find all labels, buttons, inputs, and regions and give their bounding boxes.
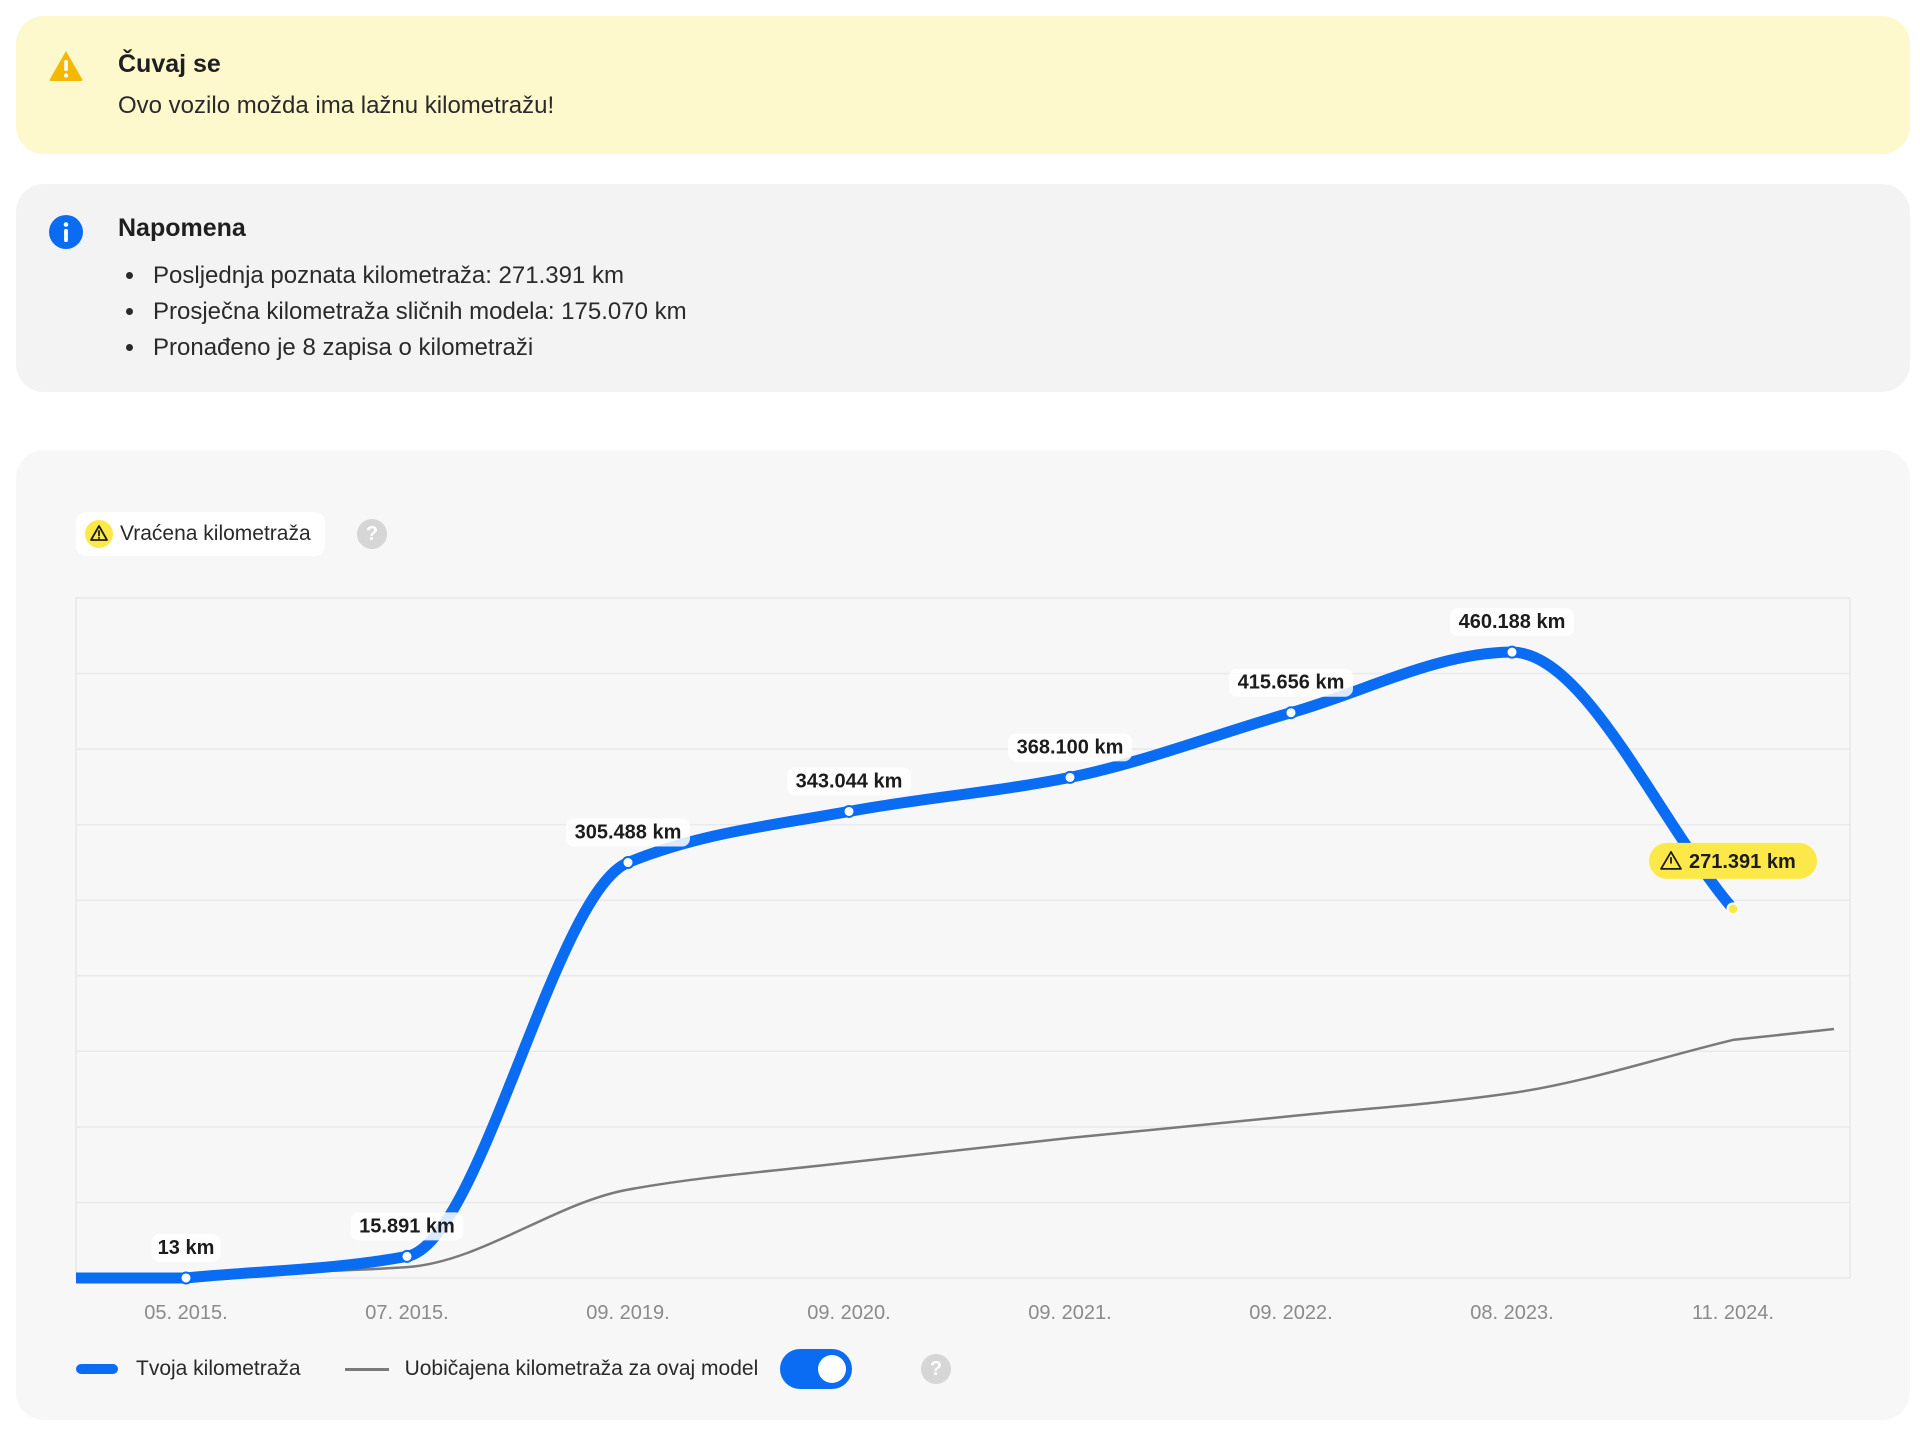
- x-tick-label: 07. 2015.: [365, 1302, 448, 1324]
- data-point[interactable]: [1063, 770, 1077, 784]
- data-label: 343.044 km: [796, 770, 903, 792]
- mileage-chart: 05. 2015. 07. 2015. 09. 2019. 09. 2020. 09. …: [75, 597, 1851, 1324]
- data-label: 368.100 km: [1017, 736, 1124, 758]
- mileage-chart-card: Vraćena kilometraža ? 05. 2015. 07. 2015.…: [16, 450, 1910, 1420]
- data-label: 13 km: [158, 1237, 215, 1259]
- x-tick-label: 09. 2020.: [807, 1302, 890, 1324]
- typical-mileage-toggle[interactable]: [780, 1349, 853, 1389]
- data-label-background: [1450, 608, 1574, 637]
- legend-swatch-mine: [76, 1364, 118, 1374]
- help-icon[interactable]: ?: [357, 519, 387, 549]
- data-point[interactable]: [1505, 645, 1519, 659]
- data-point[interactable]: [621, 856, 635, 870]
- data-point[interactable]: [1284, 706, 1298, 720]
- x-tick-label: 09. 2022.: [1249, 1302, 1332, 1324]
- warning-triangle-icon: [49, 51, 83, 81]
- series-line-typical: [76, 1027, 1835, 1277]
- data-label: 460.188 km: [1459, 611, 1566, 633]
- data-label-flagged: 271.391 km: [1689, 851, 1796, 873]
- data-label-background: [566, 818, 690, 847]
- data-point[interactable]: [842, 804, 856, 818]
- rolled-back-label: Vraćena kilometraža: [120, 522, 311, 545]
- legend-label-typical: Uobičajena kilometraža za ovaj model: [404, 1357, 759, 1380]
- warning-text: Ovo vozilo možda ima lažnu kilometražu!: [118, 92, 555, 119]
- warning-triangle-icon: [1660, 851, 1682, 870]
- data-labels: 13 km 15.891 km 305.488 km 343.044 km 368.10…: [151, 608, 1817, 1262]
- x-tick-label: 09. 2019.: [586, 1302, 669, 1324]
- data-label: 15.891 km: [359, 1215, 455, 1237]
- note-alert: Napomena Posljednja poznata kilometraža:…: [16, 184, 1910, 392]
- note-item-last-mileage: Posljednja poznata kilometraža: 271.391 …: [147, 258, 687, 294]
- x-tick-label: 08. 2023.: [1470, 1302, 1553, 1324]
- x-tick-labels: 05. 2015. 07. 2015. 09. 2019. 09. 2020. 09. …: [144, 1302, 1774, 1324]
- x-tick-label: 09. 2021.: [1028, 1302, 1111, 1324]
- x-tick-label: 05. 2015.: [144, 1302, 227, 1324]
- data-point[interactable]: [400, 1249, 414, 1263]
- data-label-background: [151, 1233, 221, 1262]
- data-point[interactable]: [179, 1271, 193, 1285]
- chart-legend: Tvoja kilometraža Uobičajena kilometraža…: [76, 1346, 853, 1392]
- note-title: Napomena: [118, 214, 246, 242]
- x-tick-label: 11. 2024.: [1692, 1302, 1774, 1324]
- note-item-average-mileage: Prosječna kilometraža sličnih modela: 17…: [147, 294, 687, 330]
- warning-title: Čuvaj se: [118, 50, 221, 78]
- note-list: Posljednja poznata kilometraža: 271.391 …: [147, 258, 687, 366]
- data-label-background: [1008, 733, 1132, 762]
- help-icon[interactable]: ?: [921, 1354, 951, 1384]
- info-icon: [49, 215, 83, 249]
- note-item-records-count: Pronađeno je 8 zapisa o kilometraži: [147, 330, 687, 366]
- plot-area: [75, 597, 1851, 1279]
- legend-label-mine: Tvoja kilometraža: [136, 1357, 301, 1380]
- legend-swatch-typical: [344, 1367, 389, 1371]
- toggle-knob: [818, 1355, 847, 1383]
- data-label: 415.656 km: [1238, 672, 1345, 694]
- data-label: 305.488 km: [575, 822, 682, 844]
- warning-triangle-icon: [85, 520, 113, 548]
- data-label-background: [350, 1212, 464, 1241]
- data-point-flagged[interactable]: [1726, 902, 1740, 916]
- rolled-back-badge: Vraćena kilometraža: [76, 512, 325, 556]
- warning-alert: Čuvaj se Ovo vozilo možda ima lažnu kilo…: [16, 16, 1910, 154]
- flagged-label-background: [1649, 842, 1817, 879]
- data-label-background: [1229, 668, 1353, 697]
- data-label-background: [787, 767, 911, 796]
- data-points: [179, 645, 1740, 1285]
